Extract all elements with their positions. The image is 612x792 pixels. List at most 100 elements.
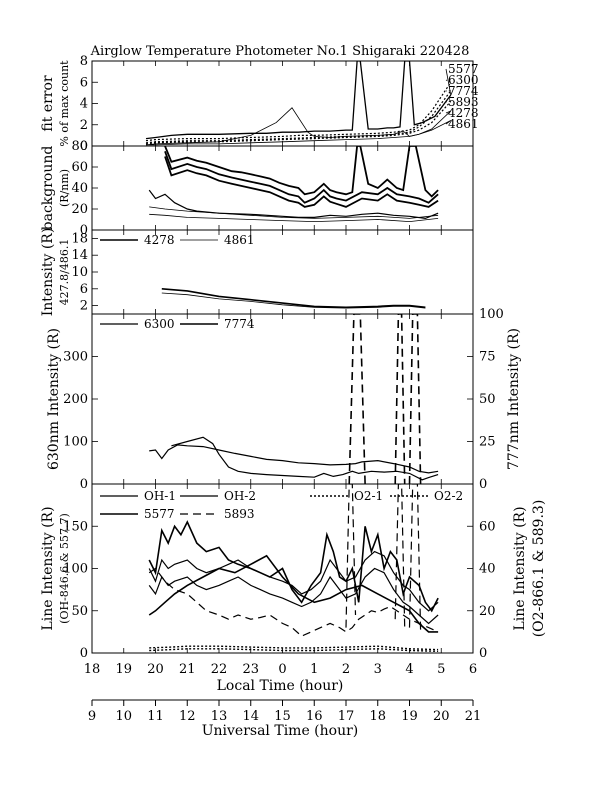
series-group bbox=[148, 484, 439, 652]
ut-tick-label: 15 bbox=[274, 709, 291, 724]
series-line-5577 bbox=[148, 520, 439, 613]
y-tick-label: 6 bbox=[80, 75, 88, 90]
series-line-6 bbox=[149, 213, 439, 223]
lt-tick-label: 22 bbox=[211, 662, 228, 677]
series-line-4861 bbox=[146, 120, 451, 146]
y-tick-label: 80 bbox=[71, 139, 88, 154]
lt-tick-label: 4 bbox=[405, 662, 413, 677]
series-line-o2-1 bbox=[149, 645, 439, 651]
series-line-o2-2 bbox=[149, 648, 439, 652]
y-right-tick-label: 0 bbox=[479, 477, 487, 492]
y-right-tick-label: 100 bbox=[479, 307, 504, 322]
y-tick-label: 14 bbox=[71, 248, 88, 263]
y-tick-label: 200 bbox=[63, 392, 88, 407]
legend-label: OH-2 bbox=[224, 489, 256, 503]
legend-label: 6300 bbox=[144, 317, 175, 331]
series-line-5893 bbox=[145, 100, 452, 145]
legend-label: 5577 bbox=[448, 62, 479, 76]
y-tick-label: 0 bbox=[80, 646, 88, 661]
y-tick-label: 6 bbox=[80, 282, 88, 297]
series-line-7774 bbox=[145, 90, 452, 144]
x-axis-label-local-time: Local Time (hour) bbox=[217, 678, 344, 694]
series-line-3 bbox=[164, 156, 439, 208]
y-right-axis-label: Line Intensity (R) bbox=[512, 506, 528, 630]
y-tick-label: 0 bbox=[80, 223, 88, 238]
legend-leader bbox=[445, 110, 451, 114]
lt-tick-label: 19 bbox=[115, 662, 132, 677]
y-tick-label: 50 bbox=[71, 604, 88, 619]
legend-label: 4278 bbox=[448, 106, 479, 120]
y-tick-label: 0 bbox=[80, 477, 88, 492]
series-line-2 bbox=[164, 150, 439, 204]
legend-label: 7774 bbox=[224, 317, 255, 331]
panel-3: 2 6 10 14 18 Intensity (R) 427.8/486.1 4278 4861 bbox=[40, 228, 474, 317]
y-tick-label: 100 bbox=[63, 435, 88, 450]
series-line-4 bbox=[148, 189, 439, 220]
ut-tick-label: 10 bbox=[115, 709, 132, 724]
lt-tick-label: 0 bbox=[278, 662, 286, 677]
series-line-8 bbox=[408, 484, 422, 632]
lt-tick-label: 23 bbox=[242, 662, 259, 677]
x-axes: 18 19 20 21 22 23 0 1 2 3 4 5 69 10 11 12 13 14 15 16 17 18 19… bbox=[84, 662, 482, 724]
series-group bbox=[161, 288, 426, 309]
series-line-6 bbox=[345, 484, 357, 628]
panel-frame bbox=[91, 60, 474, 147]
y-axis-label: Intensity (R) bbox=[40, 228, 56, 317]
y-tick-label: 8 bbox=[80, 54, 88, 69]
y-right-axis-label: 777nm Intensity (R) bbox=[506, 328, 522, 470]
lt-tick-label: 2 bbox=[342, 662, 350, 677]
series-line-5893 bbox=[148, 567, 439, 637]
y-tick-label: 18 bbox=[71, 231, 88, 246]
ut-tick-label: 17 bbox=[338, 709, 355, 724]
lt-tick-label: 6 bbox=[469, 662, 477, 677]
y-tick-label: 20 bbox=[71, 202, 88, 217]
series-line-4278 bbox=[161, 288, 426, 309]
legend-leader bbox=[445, 79, 451, 83]
y-tick-label: 60 bbox=[71, 160, 88, 175]
ut-tick-label: 14 bbox=[242, 709, 259, 724]
legend-label: 4278 bbox=[144, 233, 175, 247]
y-axis-label: background bbox=[40, 146, 56, 231]
ut-tick-label: 16 bbox=[306, 709, 323, 724]
legend-label: 7774 bbox=[448, 84, 479, 98]
legend-label: OH-1 bbox=[144, 489, 176, 503]
y-axis-label-sub: (OH-846.6 & 557.7) bbox=[58, 513, 71, 624]
ut-tick-label: 20 bbox=[433, 709, 450, 724]
y-right-tick-label: 40 bbox=[479, 562, 496, 577]
series-line-3 bbox=[348, 314, 366, 484]
y-tick-label: 0 bbox=[80, 139, 88, 154]
y-tick-label: 10 bbox=[71, 265, 88, 280]
series-line-4861 bbox=[161, 292, 426, 309]
lt-tick-label: 21 bbox=[179, 662, 196, 677]
ut-tick-label: 19 bbox=[401, 709, 418, 724]
y-right-tick-label: 75 bbox=[479, 350, 496, 365]
y-tick-label: 300 bbox=[63, 350, 88, 365]
y-axis-label-sub: 427.8/486.1 bbox=[58, 239, 71, 306]
series-line-5577 bbox=[145, 61, 452, 140]
series-line-5 bbox=[408, 314, 422, 484]
legend-label: O2-2 bbox=[434, 489, 463, 503]
y-tick-label: 100 bbox=[63, 562, 88, 577]
series-line-7774 bbox=[171, 436, 439, 481]
y-axis-label-sub: % of max count bbox=[58, 60, 71, 147]
y-tick-label: 2 bbox=[80, 299, 88, 314]
ut-tick-label: 11 bbox=[147, 709, 164, 724]
legend-label: O2-1 bbox=[354, 489, 383, 503]
x-axis-label-universal-time: Universal Time (hour) bbox=[202, 723, 359, 739]
lt-tick-label: 5 bbox=[437, 662, 445, 677]
series-line-4 bbox=[394, 314, 406, 484]
ut-tick-label: 18 bbox=[369, 709, 386, 724]
lt-tick-label: 1 bbox=[310, 662, 318, 677]
lt-tick-label: 20 bbox=[147, 662, 164, 677]
ut-tick-label: 9 bbox=[88, 709, 96, 724]
series-line-4 bbox=[148, 554, 439, 633]
lt-tick-label: 18 bbox=[84, 662, 101, 677]
series-line-5 bbox=[149, 206, 439, 219]
legend-label: 6300 bbox=[448, 73, 479, 87]
ut-tick-label: 12 bbox=[179, 709, 196, 724]
y-axis-label-sub: (R/nm) bbox=[58, 169, 71, 207]
y-axis-label: fit error bbox=[40, 75, 56, 132]
panel-2: 0 20 40 60 80 background (R/nm) bbox=[40, 139, 474, 238]
